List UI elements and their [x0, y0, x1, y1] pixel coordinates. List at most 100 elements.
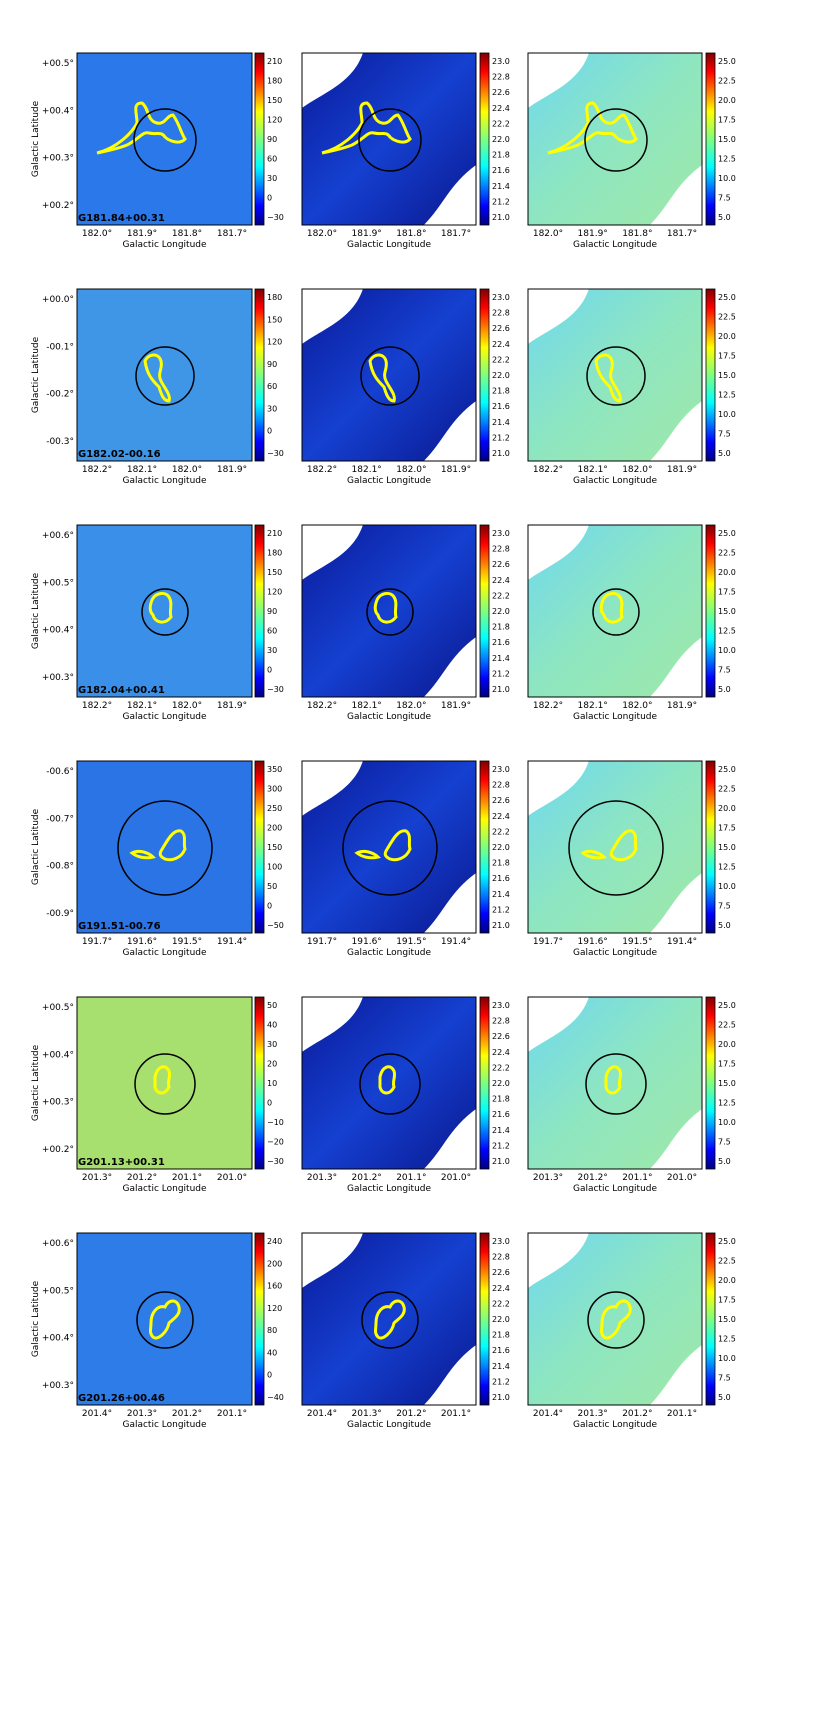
colorbar-tick-label: 40 [267, 1348, 277, 1357]
colorbar-tick-label: 21.2 [492, 1141, 510, 1150]
colorbar [479, 288, 490, 462]
map-image [77, 289, 252, 461]
masked-region [302, 997, 363, 1052]
panel-r1-c2: 25.0 22.5 20.0 17.5 15.0 12.5 10.0 7.5 5.0 182.2°… [527, 288, 736, 486]
colorbar-tick-label: 10.0 [718, 1354, 736, 1363]
figure-row-3: Galactic Latitude 350 300 250 200 150 100 50 0 −5… [31, 760, 736, 958]
colorbar-tick-label: 60 [267, 382, 277, 391]
x-axis-title: Galactic Longitude [573, 1184, 658, 1194]
lat-tick-label: +00.4° [42, 106, 74, 116]
x-axis-title: Galactic Longitude [347, 1184, 432, 1194]
aperture-circle [366, 588, 414, 636]
colorbar-tick-label: 21.2 [492, 197, 510, 206]
lat-tick-label: -00.6° [46, 767, 74, 777]
aperture-circle [134, 1053, 196, 1115]
colorbar-tick-label: 5.0 [718, 921, 731, 930]
lon-tick-label: 191.6° [352, 937, 382, 947]
colorbar-tick-label: 150 [267, 315, 282, 324]
y-axis-title: Galactic Latitude [31, 100, 41, 177]
source-name: G191.51-00.76 [78, 921, 161, 932]
colorbar-tick-label: 22.0 [492, 607, 510, 616]
colorbar-tick-label: 21.2 [492, 905, 510, 914]
lon-tick-label: 182.0° [172, 465, 202, 475]
x-axis-title: Galactic Longitude [122, 476, 207, 486]
lon-tick-label: 201.2° [127, 1173, 157, 1183]
colorbar-tick-label: 23.0 [492, 765, 510, 774]
lon-tick-label: 191.5° [396, 937, 426, 947]
lon-tick-label: 182.1° [127, 701, 157, 711]
lat-tick-label: +00.2° [42, 1145, 74, 1155]
map-image [77, 997, 252, 1169]
lon-tick-label: 201.1° [172, 1173, 202, 1183]
lon-tick-label: 182.0° [307, 229, 337, 239]
colorbar-tick-label: 17.5 [718, 1060, 736, 1069]
panel-frame [76, 996, 253, 1170]
colorbar-tick-label: 12.5 [718, 1335, 736, 1344]
lon-tick-label: 191.6° [127, 937, 157, 947]
lon-tick-label: 181.9° [217, 465, 247, 475]
source-contour [321, 101, 412, 155]
colorbar-tick-label: 22.0 [492, 135, 510, 144]
x-axis-title: Galactic Longitude [573, 948, 658, 958]
colorbar-tick-label: 22.5 [718, 1021, 736, 1030]
colorbar-tick-label: 23.0 [492, 1237, 510, 1246]
aperture-circle [136, 1291, 194, 1349]
lat-tick-label: +00.2° [42, 201, 74, 211]
source-contour [604, 1065, 623, 1095]
colorbar-tick-label: 22.4 [492, 1048, 510, 1057]
colorbar [254, 288, 265, 462]
colorbar [254, 52, 265, 226]
colorbar-tick-label: 21.2 [492, 433, 510, 442]
lon-tick-label: 201.3° [307, 1173, 337, 1183]
colorbar-tick-label: 21.0 [492, 1157, 510, 1166]
lon-tick-label: 182.1° [352, 701, 382, 711]
lat-tick-label: +00.4° [42, 626, 74, 636]
colorbar-tick-label: 21.6 [492, 638, 510, 647]
colorbar-tick-label: 0 [267, 666, 272, 675]
lat-tick-label: +00.0° [42, 295, 74, 305]
colorbar-tick-label: 15.0 [718, 607, 736, 616]
colorbar-tick-label: 7.5 [718, 666, 731, 675]
colorbar-tick-label: 5.0 [718, 1157, 731, 1166]
colorbar-tick-label: 22.0 [492, 1315, 510, 1324]
lon-tick-label: 201.3° [82, 1173, 112, 1183]
lon-tick-label: 201.4° [82, 1409, 112, 1419]
x-axis-title: Galactic Longitude [122, 948, 207, 958]
masked-region [302, 289, 363, 344]
colorbar-tick-label: 22.6 [492, 324, 510, 333]
colorbar-tick-label: 17.5 [718, 1296, 736, 1305]
colorbar-tick-label: 150 [267, 568, 282, 577]
colorbar [254, 524, 265, 698]
colorbar-tick-label: 7.5 [718, 1374, 731, 1383]
panel-frame [527, 288, 703, 462]
lon-tick-label: 181.7° [441, 229, 471, 239]
lon-tick-label: 181.9° [352, 229, 382, 239]
source-contour [547, 101, 638, 155]
lon-tick-label: 201.1° [441, 1409, 471, 1419]
panel-frame [301, 760, 477, 934]
colorbar-tick-label: 23.0 [492, 57, 510, 66]
masked-region [302, 761, 363, 816]
lon-tick-label: 201.3° [578, 1409, 608, 1419]
colorbar-tick-label: 210 [267, 57, 282, 66]
panel-r2-c0: 210 180 150 120 90 60 30 0 −30 182.2° 182.1° 182.0°… [42, 524, 284, 722]
source-contour [129, 829, 187, 862]
lon-tick-label: 182.0° [533, 229, 563, 239]
lon-tick-label: 182.2° [82, 465, 112, 475]
colorbar-tick-label: 15.0 [718, 371, 736, 380]
masked-region [528, 525, 589, 580]
colorbar-tick-label: 21.6 [492, 874, 510, 883]
y-axis-title: Galactic Latitude [31, 336, 41, 413]
lat-tick-label: -00.9° [46, 909, 74, 919]
colorbar-tick-label: 0 [267, 902, 272, 911]
colorbar [254, 996, 265, 1170]
colorbar-tick-label: 22.0 [492, 1079, 510, 1088]
colorbar-tick-label: 20.0 [718, 804, 736, 813]
masked-region [423, 165, 476, 225]
lon-tick-label: 182.0° [622, 701, 652, 711]
colorbar-tick-label: 23.0 [492, 293, 510, 302]
panel-r2-c1: 23.0 22.8 22.6 22.4 22.2 22.0 21.8 21.6 21.4 21.2… [301, 524, 510, 722]
lon-tick-label: 181.9° [441, 701, 471, 711]
colorbar-tick-label: 7.5 [718, 430, 731, 439]
x-axis-title: Galactic Longitude [347, 240, 432, 250]
